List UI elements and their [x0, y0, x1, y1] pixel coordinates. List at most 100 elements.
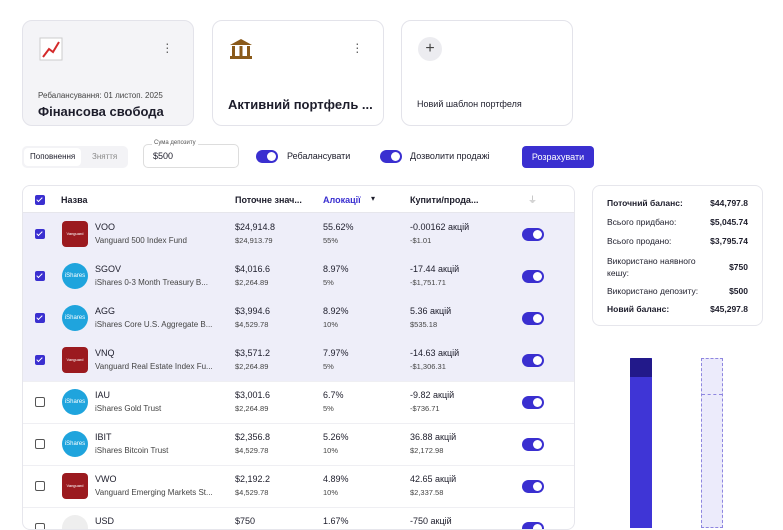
summary-value: $500: [729, 286, 748, 296]
ticker: AGG: [95, 306, 116, 316]
trade-sub: $2,172.98: [410, 446, 444, 455]
menu-dots[interactable]: · · ·: [165, 35, 170, 59]
summary-label: Всього продано:: [607, 236, 672, 246]
alloc-value: 5.26%: [323, 432, 349, 442]
ticker: VNQ: [95, 348, 115, 358]
row-toggle[interactable]: [522, 438, 544, 451]
fund-logo: Vanguard: [62, 221, 88, 247]
current-sub: $2,264.89: [235, 278, 269, 287]
fund-logo: iShares: [62, 263, 88, 289]
row-toggle[interactable]: [522, 522, 544, 529]
row-toggle[interactable]: [522, 396, 544, 409]
toggle-label: Дозволити продажі: [410, 151, 490, 161]
alloc-sub: 55%: [323, 236, 339, 245]
fund-name: iShares 0-3 Month Treasury B...: [95, 278, 208, 287]
trade-value: 42.65 акцій: [410, 474, 457, 484]
row-checkbox[interactable]: [35, 271, 45, 281]
fund-name: Vanguard Real Estate Index Fu...: [95, 362, 213, 371]
toggle[interactable]: [256, 150, 278, 163]
tab[interactable]: Поповнення: [24, 148, 82, 166]
row-checkbox[interactable]: [35, 439, 45, 449]
trade-sub: -$736.71: [410, 404, 440, 413]
row-toggle[interactable]: [522, 354, 544, 367]
summary-label: Використано депозиту:: [607, 286, 699, 296]
fund-name: iShares Bitcoin Trust: [95, 446, 169, 455]
alloc-sub: 5%: [323, 362, 334, 371]
trade-value: -17.44 акцій: [410, 264, 460, 274]
fund-logo: Vanguard: [62, 473, 88, 499]
trade-sub: -$1.01: [410, 236, 432, 245]
row-checkbox[interactable]: [35, 397, 45, 407]
current-value: $2,356.8: [235, 432, 271, 442]
alloc-value: 1.67%: [323, 516, 349, 526]
input-label: Сума депозиту: [152, 140, 198, 146]
trade-sub: $535.18: [410, 320, 438, 329]
row-divider: [23, 507, 574, 508]
alloc-sub: 5%: [323, 404, 334, 413]
current-sub: $2,264.89: [235, 404, 269, 413]
row-divider: [23, 381, 574, 382]
ticker: IBIT: [95, 432, 112, 442]
current-value: $4,016.6: [235, 264, 271, 274]
card-subtitle: Ребалансування: 01 листоп. 2025: [38, 91, 163, 100]
tabs: Поповнення Зняття: [22, 146, 128, 168]
row-checkbox[interactable]: [35, 313, 45, 323]
toggle-label: Ребалансувати: [287, 151, 351, 161]
alloc-sub: 10%: [323, 446, 339, 455]
holdings-table: Назва Поточне знач... Алокації ▾ Купити/…: [22, 185, 575, 530]
current-value: $2,192.2: [235, 474, 271, 484]
summary-value: $750: [729, 262, 748, 272]
trade-value: -750 акцій: [410, 516, 452, 526]
select-all-checkbox[interactable]: [35, 195, 45, 205]
current-value: $24,914.8: [235, 222, 276, 232]
fund-logo: iShares: [62, 305, 88, 331]
calculate-button[interactable]: Розрахувати: [522, 146, 594, 168]
row-checkbox[interactable]: [35, 355, 45, 365]
row-toggle[interactable]: [522, 312, 544, 325]
alloc-value: 7.97%: [323, 348, 349, 358]
tab[interactable]: Зняття: [92, 152, 118, 161]
portfolio-card[interactable]: · · · Ребалансування: 01 листоп. 2025 Фіна…: [22, 20, 194, 126]
deposit-input[interactable]: Сума депозиту $500: [143, 140, 239, 168]
summary-label: Поточний баланс:: [607, 198, 683, 208]
portfolio-card[interactable]: · · · Активний портфель ...: [212, 20, 384, 126]
new-template-card[interactable]: + Новий шаблон портфеля: [401, 20, 573, 126]
ticker: VOO: [95, 222, 116, 232]
current-value: $3,994.6: [235, 306, 271, 316]
card-title: Новий шаблон портфеля: [417, 99, 522, 109]
menu-dots[interactable]: · · ·: [355, 35, 360, 59]
row-checkbox[interactable]: [35, 523, 45, 529]
row-checkbox[interactable]: [35, 481, 45, 491]
row-divider: [23, 465, 574, 466]
current-value: $750: [235, 516, 256, 526]
column-header: Поточне знач...: [235, 195, 302, 205]
ticker: USD: [95, 516, 115, 526]
alloc-value: 8.97%: [323, 264, 349, 274]
bank-icon: [230, 39, 252, 59]
row-toggle[interactable]: [522, 228, 544, 241]
current-sub: $4,529.78: [235, 320, 269, 329]
alloc-value: 4.89%: [323, 474, 349, 484]
chart-icon: [39, 37, 63, 61]
card-title: Активний портфель ...: [228, 97, 373, 112]
summary-label: Всього придбано:: [607, 217, 677, 227]
trade-sub: -$1,306.31: [410, 362, 446, 371]
column-header[interactable]: Алокації: [323, 195, 361, 205]
row-toggle[interactable]: [522, 270, 544, 283]
summary-value: $45,297.8: [710, 304, 748, 314]
row-divider: [23, 423, 574, 424]
current-sub: $4,529.78: [235, 488, 269, 497]
row-highlight: [23, 297, 574, 339]
fund-name: iShares Core U.S. Aggregate B...: [95, 320, 213, 329]
trade-sub: -$1,751.71: [410, 278, 446, 287]
alloc-sub: 10%: [323, 320, 339, 329]
current-sub: $24,913.79: [235, 236, 273, 245]
toggle[interactable]: [380, 150, 402, 163]
row-toggle[interactable]: [522, 480, 544, 493]
sort-arrow[interactable]: ▾: [371, 194, 376, 203]
fund-name: Vanguard Emerging Markets St...: [95, 488, 213, 497]
row-checkbox[interactable]: [35, 229, 45, 239]
new-bar: [701, 358, 723, 528]
summary-value: $3,795.74: [710, 236, 748, 246]
